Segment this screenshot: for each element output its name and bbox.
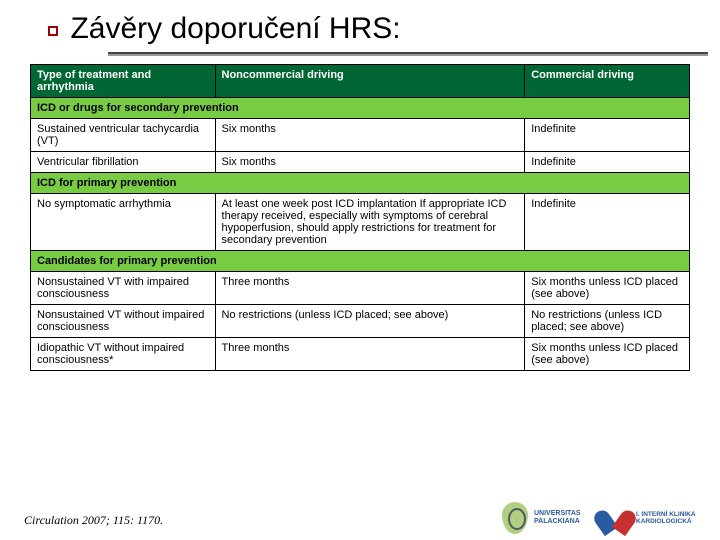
table-row: Sustained ventricular tachycardia (VT) S… xyxy=(31,119,690,152)
cell-commercial: Indefinite xyxy=(525,194,690,251)
cell-noncommercial: At least one week post ICD implantation … xyxy=(215,194,525,251)
clinic-line1: I. INTERNÍ KLINIKA xyxy=(636,511,696,518)
section-heading-row: ICD for primary prevention xyxy=(31,173,690,194)
table-header-row: Type of treatment and arrhythmia Noncomm… xyxy=(31,65,690,98)
university-seal-icon xyxy=(502,502,528,534)
cell-treatment: Idiopathic VT without impaired conscious… xyxy=(31,338,216,371)
clinic-line2: KARDIOLOGICKÁ xyxy=(636,518,692,525)
cell-treatment: Sustained ventricular tachycardia (VT) xyxy=(31,119,216,152)
cell-commercial: Indefinite xyxy=(525,119,690,152)
guidelines-table: Type of treatment and arrhythmia Noncomm… xyxy=(30,64,690,371)
footer-logos: UNIVERSITAS PALACKIANA I. INTERNÍ KLINIK… xyxy=(502,502,706,534)
cell-noncommercial: Three months xyxy=(215,272,525,305)
page-title: Závěry doporučení HRS: xyxy=(70,12,400,45)
university-name: UNIVERSITAS PALACKIANA xyxy=(534,510,594,525)
guidelines-table-wrapper: Type of treatment and arrhythmia Noncomm… xyxy=(30,64,690,371)
cell-treatment: Nonsustained VT without impaired conscio… xyxy=(31,305,216,338)
section-heading: ICD for primary prevention xyxy=(31,173,690,194)
table-row: Idiopathic VT without impaired conscious… xyxy=(31,338,690,371)
cell-commercial: Six months unless ICD placed (see above) xyxy=(525,272,690,305)
cell-noncommercial: Three months xyxy=(215,338,525,371)
col-header-treatment: Type of treatment and arrhythmia xyxy=(31,65,216,98)
section-heading: Candidates for primary prevention xyxy=(31,251,690,272)
cell-noncommercial: Six months xyxy=(215,119,525,152)
cell-treatment: Ventricular fibrillation xyxy=(31,152,216,173)
col-header-commercial: Commercial driving xyxy=(525,65,690,98)
title-underline xyxy=(108,52,708,56)
table-row: Nonsustained VT without impaired conscio… xyxy=(31,305,690,338)
table-row: Nonsustained VT with impaired consciousn… xyxy=(31,272,690,305)
univ-line2: PALACKIANA xyxy=(534,518,580,525)
section-heading: ICD or drugs for secondary prevention xyxy=(31,98,690,119)
cell-noncommercial: No restrictions (unless ICD placed; see … xyxy=(215,305,525,338)
cell-treatment: No symptomatic arrhythmia xyxy=(31,194,216,251)
univ-line1: UNIVERSITAS xyxy=(534,510,581,517)
col-header-noncommercial: Noncommercial driving xyxy=(215,65,525,98)
cell-commercial: No restrictions (unless ICD placed; see … xyxy=(525,305,690,338)
cell-commercial: Six months unless ICD placed (see above) xyxy=(525,338,690,371)
cell-treatment: Nonsustained VT with impaired consciousn… xyxy=(31,272,216,305)
cardiology-heart-icon xyxy=(600,503,630,533)
clinic-name: I. INTERNÍ KLINIKA KARDIOLOGICKÁ xyxy=(636,511,706,525)
section-heading-row: Candidates for primary prevention xyxy=(31,251,690,272)
table-row: Ventricular fibrillation Six months Inde… xyxy=(31,152,690,173)
title-bullet-icon xyxy=(48,26,58,36)
cell-noncommercial: Six months xyxy=(215,152,525,173)
table-row: No symptomatic arrhythmia At least one w… xyxy=(31,194,690,251)
cell-commercial: Indefinite xyxy=(525,152,690,173)
title-block: Závěry doporučení HRS: xyxy=(0,0,720,56)
section-heading-row: ICD or drugs for secondary prevention xyxy=(31,98,690,119)
citation-text: Circulation 2007; 115: 1170. xyxy=(24,513,163,528)
